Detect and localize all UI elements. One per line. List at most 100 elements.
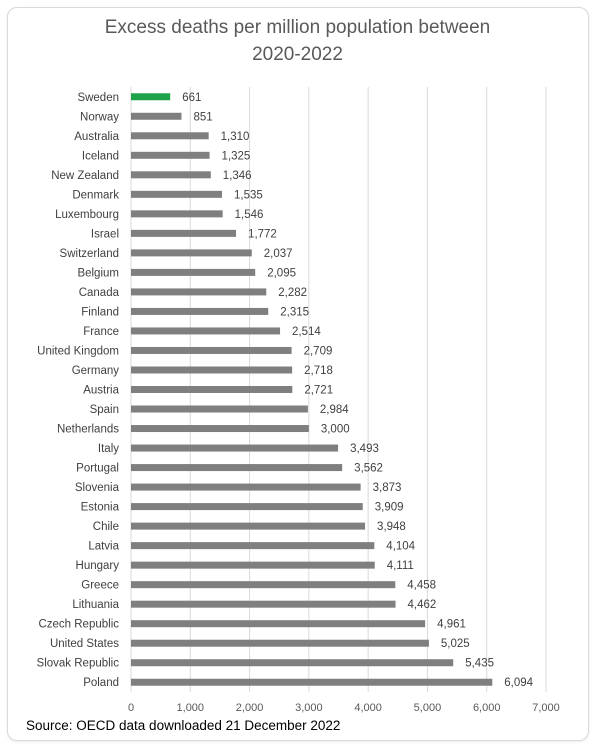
bar [131, 600, 396, 608]
bar [131, 307, 269, 315]
category-label: Portugal [76, 463, 119, 475]
category-label: Canada [79, 287, 120, 299]
data-label: 3,909 [375, 502, 404, 514]
category-label: Spain [90, 404, 119, 416]
bar [131, 464, 343, 472]
category-label: Luxembourg [55, 209, 119, 221]
data-label: 1,325 [222, 150, 251, 162]
data-label: 2,709 [304, 345, 333, 357]
category-label: New Zealand [51, 170, 119, 182]
bar [131, 425, 309, 433]
data-label: 2,282 [278, 287, 307, 299]
chart-card [7, 7, 589, 741]
category-label: Czech Republic [38, 619, 119, 631]
data-label: 1,346 [223, 170, 252, 182]
x-tick-label: 3,000 [295, 702, 323, 714]
category-label: France [83, 326, 119, 338]
data-label: 3,948 [377, 521, 406, 533]
bar [131, 210, 223, 218]
category-label: Greece [81, 580, 119, 592]
category-label: Finland [81, 306, 119, 318]
bar [131, 112, 182, 120]
data-label: 1,310 [221, 131, 250, 143]
bar [131, 405, 308, 413]
category-label: Sweden [77, 92, 119, 104]
bar [131, 503, 363, 511]
data-label: 1,772 [248, 228, 277, 240]
bar [131, 288, 267, 296]
bar [131, 581, 396, 589]
x-tick-label: 6,000 [473, 702, 501, 714]
bar [131, 620, 426, 628]
data-label: 851 [193, 111, 212, 123]
category-label: Hungary [76, 560, 120, 572]
data-label: 4,961 [437, 619, 466, 631]
data-label: 2,721 [304, 385, 333, 397]
category-label: Poland [83, 677, 119, 689]
category-label: Switzerland [60, 248, 119, 260]
data-label: 4,462 [408, 599, 437, 611]
data-label: 3,000 [321, 424, 350, 436]
bar [131, 386, 293, 393]
bar [131, 444, 339, 452]
data-label: 1,535 [234, 189, 263, 201]
bar [131, 249, 252, 257]
x-tick-label: 0 [128, 702, 134, 714]
data-label: 3,493 [350, 443, 379, 455]
bar [131, 639, 429, 647]
bar [131, 171, 211, 179]
category-label: Iceland [82, 150, 119, 162]
data-label: 2,718 [304, 365, 333, 377]
data-label: 661 [182, 92, 201, 104]
bar [131, 93, 171, 101]
bar [131, 542, 375, 550]
bar [131, 132, 209, 140]
bar [131, 190, 223, 198]
x-tick-label: 2,000 [236, 702, 264, 714]
bar [131, 229, 237, 237]
category-label: Estonia [81, 502, 120, 514]
data-label: 1,546 [235, 209, 264, 221]
bar [131, 522, 366, 530]
category-label: Belgium [77, 267, 119, 279]
x-tick-label: 5,000 [414, 702, 442, 714]
data-label: 4,111 [387, 560, 414, 572]
category-label: United Kingdom [37, 345, 119, 357]
x-tick-label: 7,000 [532, 702, 560, 714]
bar [131, 151, 210, 159]
data-label: 2,514 [292, 326, 321, 338]
bar [131, 678, 493, 686]
data-label: 2,037 [264, 248, 293, 260]
data-label: 3,873 [373, 482, 402, 494]
bar [131, 268, 256, 276]
data-label: 2,315 [280, 306, 309, 318]
bar [131, 366, 293, 374]
bar [131, 327, 281, 335]
category-label: Lithuania [72, 599, 119, 611]
category-label: Italy [98, 443, 119, 455]
category-label: Latvia [88, 541, 119, 553]
data-label: 4,104 [386, 541, 415, 553]
category-label: United States [50, 638, 119, 650]
data-label: 3,562 [354, 463, 383, 475]
data-label: 4,458 [407, 580, 436, 592]
source-note: Source: OECD data downloaded 21 December… [26, 718, 341, 733]
category-label: Netherlands [57, 424, 119, 436]
data-label: 5,025 [441, 638, 470, 650]
category-label: Israel [91, 228, 119, 240]
category-label: Slovak Republic [37, 658, 120, 670]
data-label: 6,094 [504, 677, 533, 689]
bar [131, 561, 375, 569]
bar [131, 346, 292, 354]
category-label: Australia [74, 131, 119, 143]
bar [131, 483, 361, 491]
category-label: Slovenia [75, 482, 120, 494]
bar [131, 659, 454, 667]
category-label: Norway [80, 111, 119, 123]
data-label: 2,095 [267, 267, 296, 279]
category-label: Chile [93, 521, 119, 533]
x-tick-label: 4,000 [354, 702, 382, 714]
data-label: 2,984 [320, 404, 349, 416]
x-tick-label: 1,000 [177, 702, 205, 714]
